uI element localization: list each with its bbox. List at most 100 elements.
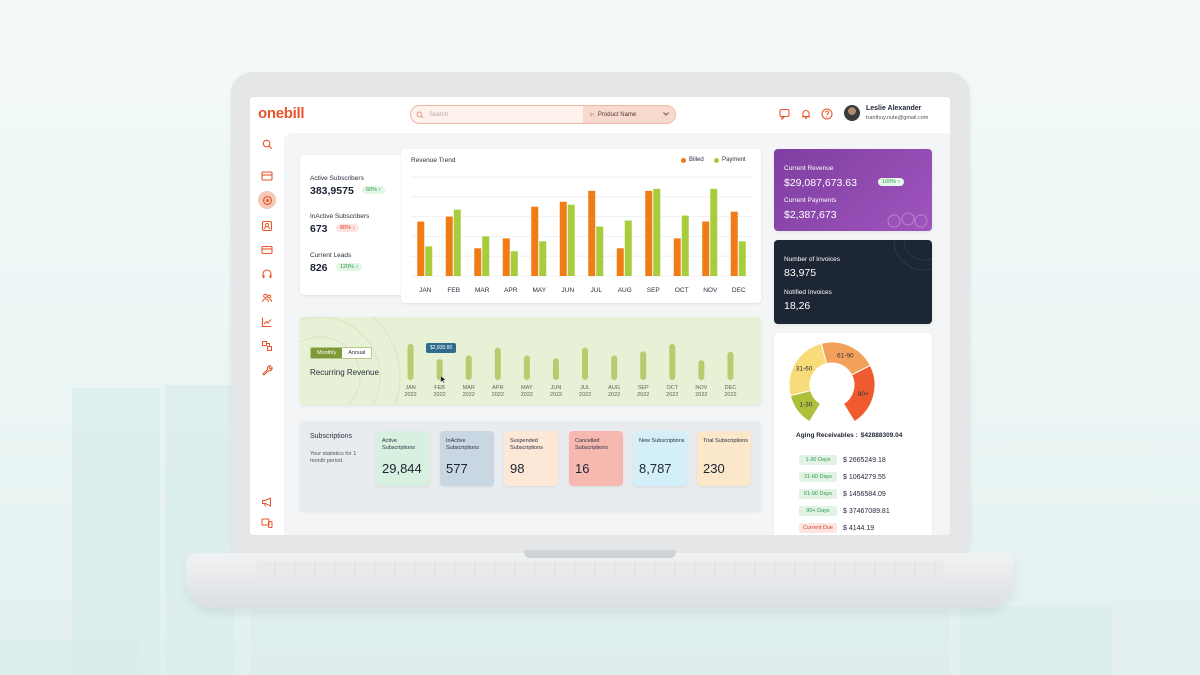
x-tick-label: APR	[504, 287, 518, 294]
onebill-logo[interactable]: onebill	[258, 105, 305, 122]
wrench-icon[interactable]	[260, 363, 274, 377]
x-tick-label: JUL	[590, 287, 602, 294]
bar-payment	[539, 241, 547, 276]
aging-segment	[842, 364, 876, 423]
aging-row: 31-60 Days $ 1064279.55	[799, 472, 886, 482]
bell-icon[interactable]	[799, 107, 812, 120]
aging-total-value: $42888309.04	[860, 432, 903, 439]
subscription-card-trial[interactable]: Trial Subscriptions 230	[697, 431, 751, 486]
subscription-card-active[interactable]: Active Subscriptions 29,844	[376, 431, 430, 486]
bar-payment	[453, 209, 461, 276]
period-toggle[interactable]: Monthly Annual	[310, 347, 373, 359]
bar-billed	[616, 248, 624, 276]
user-name: Leslie Alexander	[866, 105, 922, 112]
recurring-bar	[698, 360, 705, 380]
x-tick-label: 2022	[695, 392, 707, 398]
x-tick-label: MAR	[463, 385, 475, 391]
aging-total-label: Aging Receivables :	[796, 432, 858, 439]
billing-icon[interactable]	[260, 243, 274, 257]
tab-monthly[interactable]: Monthly	[311, 348, 343, 358]
products-icon[interactable]	[258, 191, 276, 209]
bar-payment	[738, 241, 746, 276]
screen: onebill Search in Product Name	[250, 97, 950, 535]
recurring-bar	[611, 355, 618, 380]
subscription-card-inactive[interactable]: InActive Subscriptions 577	[440, 431, 494, 486]
aging-gauge-chart: 1-30 31-60 61-90 90+	[788, 341, 876, 423]
bg-block	[250, 610, 950, 675]
subscription-card-value: 8,787	[639, 461, 672, 476]
active-subscribers-value: 383,9575	[310, 185, 354, 197]
subscription-card-value: 230	[703, 461, 725, 476]
dashboard-icon[interactable]	[260, 169, 274, 183]
subscriptions-title: Subscriptions	[310, 433, 353, 440]
x-tick-label: 2022	[608, 392, 620, 398]
decorative-arcs	[893, 240, 932, 271]
recurring-bar	[727, 351, 734, 380]
aging-segment-label: 90+	[858, 391, 869, 398]
search-scope-prefix: in	[590, 111, 594, 118]
aging-row-value: $ 2665249.18	[843, 456, 886, 464]
users-icon[interactable]	[260, 291, 274, 305]
aging-row-value: $ 37467089.81	[843, 507, 890, 515]
tab-annual[interactable]: Annual	[342, 348, 372, 358]
subscription-card-value: 29,844	[382, 461, 422, 476]
search-bar[interactable]: Search in Product Name	[410, 105, 676, 124]
subscription-card-title: Suspended Subscriptions	[510, 438, 544, 452]
aging-total: Aging Receivables : $42888309.04	[796, 432, 902, 439]
revenue-trend-chart: JAN FEB MAR APR MAY JUN JUL AUG SEP OCT NOV DEC	[411, 176, 753, 294]
support-icon[interactable]	[260, 267, 274, 281]
main-content: Active Subscribers 383,9575 60% ↑ InActi…	[284, 133, 950, 535]
megaphone-icon[interactable]	[260, 495, 274, 509]
sidebar	[250, 133, 284, 535]
subscription-card-suspended[interactable]: Suspended Subscriptions 98	[504, 431, 558, 486]
chat-icon[interactable]	[778, 107, 791, 120]
recurring-bar	[407, 344, 414, 380]
current-revenue-label: Current Revenue	[784, 165, 834, 172]
subscription-card-value: 98	[510, 461, 525, 476]
search-scope-value: Product Name	[597, 111, 637, 118]
chevron-down-icon	[663, 111, 669, 118]
aging-row-label: 61-90 Days	[799, 489, 837, 499]
avatar[interactable]	[844, 105, 860, 121]
aging-row: 1-30 Days $ 2665249.18	[799, 455, 886, 465]
legend-billed: Billed	[681, 157, 704, 163]
x-tick-label: JUN	[551, 385, 562, 391]
laptop-notch	[524, 550, 676, 558]
revenue-trend-title: Revenue Trend	[411, 157, 456, 164]
subscription-card-cancelled[interactable]: Cancelled Subscriptions 16	[569, 431, 623, 486]
aging-row: Current Due $ 4144.19	[799, 523, 874, 533]
x-tick-label: FEB	[447, 287, 460, 294]
subscription-card-title: InActive Subscriptions	[446, 438, 480, 452]
recurring-revenue-chart: JAN2022FEB2022MAR2022APR2022MAY2022JUN20…	[404, 344, 737, 398]
bg-block	[0, 640, 140, 675]
subscription-card-title: Active Subscriptions	[382, 438, 416, 452]
active-subscribers-change: 60% ↑	[362, 186, 386, 194]
search-icon[interactable]	[260, 137, 274, 151]
subscriptions-description: Your statistics for 1 month period.	[310, 451, 357, 465]
app-header: onebill Search in Product Name	[250, 97, 950, 133]
contacts-icon[interactable]	[260, 219, 274, 233]
recurring-bar	[494, 347, 501, 380]
user-email: tranthuy.nute@gmail.com	[866, 115, 929, 121]
analytics-icon[interactable]	[260, 315, 274, 329]
integrations-icon[interactable]	[260, 339, 274, 353]
x-tick-label: JUN	[561, 287, 574, 294]
aging-receivables-card: 1-30 31-60 61-90 90+ Aging Receivables : $4…	[774, 333, 932, 535]
current-leads-change: 120% ↑	[336, 263, 363, 271]
subscription-card-title: New Subscriptions	[639, 438, 685, 444]
aging-row-value: $ 1064279.55	[843, 473, 886, 481]
x-tick-label: 2022	[492, 392, 504, 398]
number-of-invoices-value: 83,975	[784, 267, 817, 279]
legend-billed-swatch	[681, 157, 686, 163]
invoices-card: Number of Invoices 83,975 Notified Invoi…	[774, 240, 932, 324]
search-input[interactable]: Search	[429, 111, 449, 118]
aging-row-value: $ 4144.19	[843, 524, 875, 532]
recurring-bar	[552, 358, 559, 380]
subscriber-stats-card: Active Subscribers 383,9575 60% ↑ InActi…	[300, 155, 404, 295]
search-scope-select[interactable]: in Product Name	[583, 106, 675, 123]
devices-icon[interactable]	[260, 516, 274, 530]
subscription-card-new[interactable]: New Subscriptions 8,787	[633, 431, 687, 486]
legend-payment: Payment	[714, 157, 746, 163]
help-icon[interactable]	[820, 107, 833, 120]
x-tick-label: APR	[492, 385, 503, 391]
